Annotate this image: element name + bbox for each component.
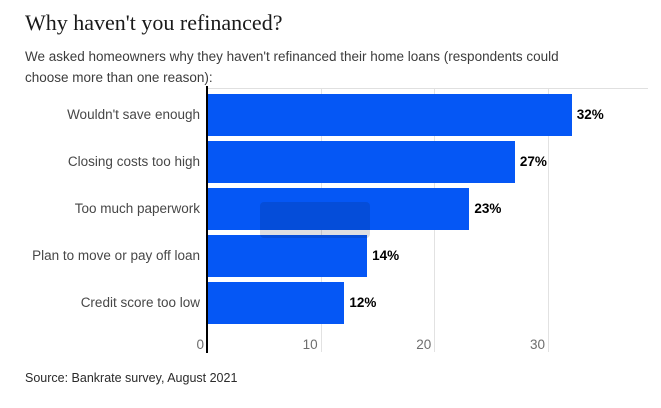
bar-closing-costs-too-high[interactable] bbox=[208, 141, 515, 183]
value-label-closing-costs-too-high: 27% bbox=[519, 154, 547, 169]
category-label-wouldn-t-save-enough: Wouldn't save enough bbox=[67, 107, 200, 122]
bar-plan-to-move-or-pay-off-loan[interactable] bbox=[208, 235, 368, 277]
source-note: Source: Bankrate survey, August 2021 bbox=[25, 371, 238, 385]
chart-subtitle: We asked homeowners why they haven't ref… bbox=[25, 46, 559, 88]
category-label-closing-costs-too-high: Closing costs too high bbox=[67, 154, 200, 169]
x-axis-tick-label-0: 0 bbox=[196, 337, 204, 352]
x-axis-tick-label-20: 20 bbox=[416, 337, 432, 352]
gridline-30 bbox=[547, 88, 549, 352]
bar-too-much-paperwork[interactable] bbox=[208, 188, 470, 230]
x-axis-tick-label-30: 30 bbox=[529, 337, 545, 352]
plot-top-border bbox=[207, 88, 648, 89]
bar-wouldn-t-save-enough[interactable] bbox=[208, 94, 572, 136]
bar-credit-score-too-low[interactable] bbox=[208, 282, 345, 324]
value-label-plan-to-move-or-pay-off-loan: 14% bbox=[372, 248, 400, 263]
category-label-plan-to-move-or-pay-off-loan: Plan to move or pay off loan bbox=[32, 248, 200, 263]
value-label-credit-score-too-low: 12% bbox=[349, 295, 377, 310]
category-label-credit-score-too-low: Credit score too low bbox=[80, 295, 200, 310]
chart-subtitle-line-1: We asked homeowners why they haven't ref… bbox=[25, 49, 559, 64]
x-axis-tick-label-10: 10 bbox=[302, 337, 318, 352]
chart-title: Why haven't you refinanced? bbox=[25, 10, 283, 35]
zero-axis-line bbox=[206, 86, 208, 353]
chart-subtitle-line-2: choose more than one reason): bbox=[25, 70, 213, 85]
value-label-wouldn-t-save-enough: 32% bbox=[576, 107, 604, 122]
value-label-too-much-paperwork: 23% bbox=[474, 201, 502, 216]
bar-selection-highlight-overlay bbox=[260, 202, 370, 238]
category-label-too-much-paperwork: Too much paperwork bbox=[74, 201, 200, 216]
